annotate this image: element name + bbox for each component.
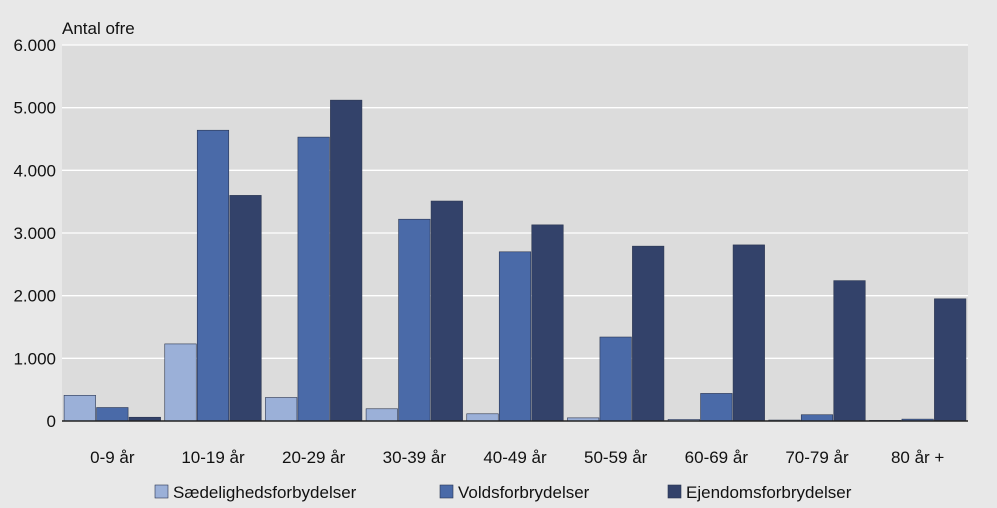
bar (531, 224, 564, 422)
x-category-label: 40-49 år (483, 448, 547, 467)
plot-area: 0 1.000 2.000 3.000 4.000 5.000 6.000 0-9 år 10-… (13, 36, 968, 467)
x-category-label: 80 år + (891, 448, 944, 467)
legend-label: Ejendomsforbrydelser (686, 483, 852, 502)
bar (498, 251, 532, 422)
x-category-label: 60-69 år (685, 448, 749, 467)
y-tick-label: 5.000 (13, 99, 56, 118)
legend-label: Voldsforbrydelser (458, 483, 590, 502)
legend-swatch (439, 484, 454, 499)
bar (365, 408, 398, 422)
y-tick-label: 3.000 (13, 224, 56, 243)
legend-swatch (667, 484, 682, 499)
bar (398, 218, 431, 422)
legend-swatch (154, 484, 169, 499)
bar (164, 343, 197, 422)
bar (297, 136, 330, 422)
bar (599, 336, 632, 422)
bar (934, 298, 967, 422)
x-category-label: 0-9 år (90, 448, 135, 467)
bar (63, 395, 96, 422)
bar (265, 397, 298, 422)
y-tick-label: 2.000 (13, 287, 56, 306)
bar (632, 245, 665, 422)
y-tick-label: 0 (47, 412, 56, 431)
y-axis-title: Antal ofre (62, 19, 135, 38)
x-category-label: 70-79 år (785, 448, 849, 467)
y-tick-label: 6.000 (13, 36, 56, 55)
bar (732, 244, 765, 422)
x-category-label: 20-29 år (282, 448, 346, 467)
legend: Sædelighedsforbydelser Voldsforbrydelser E… (154, 483, 852, 502)
x-category-label: 10-19 år (181, 448, 245, 467)
bar (430, 200, 463, 422)
bar (229, 195, 262, 422)
bar (330, 99, 363, 422)
x-category-label: 30-39 år (383, 448, 447, 467)
bar (833, 280, 866, 422)
bar (96, 407, 129, 422)
y-tick-label: 4.000 (13, 161, 56, 180)
bar (700, 393, 733, 422)
bar (466, 413, 499, 422)
y-tick-label: 1.000 (13, 349, 56, 368)
x-category-label: 50-59 år (584, 448, 648, 467)
legend-label: Sædelighedsforbydelser (173, 483, 357, 502)
bar (196, 129, 230, 422)
bar (800, 414, 834, 422)
